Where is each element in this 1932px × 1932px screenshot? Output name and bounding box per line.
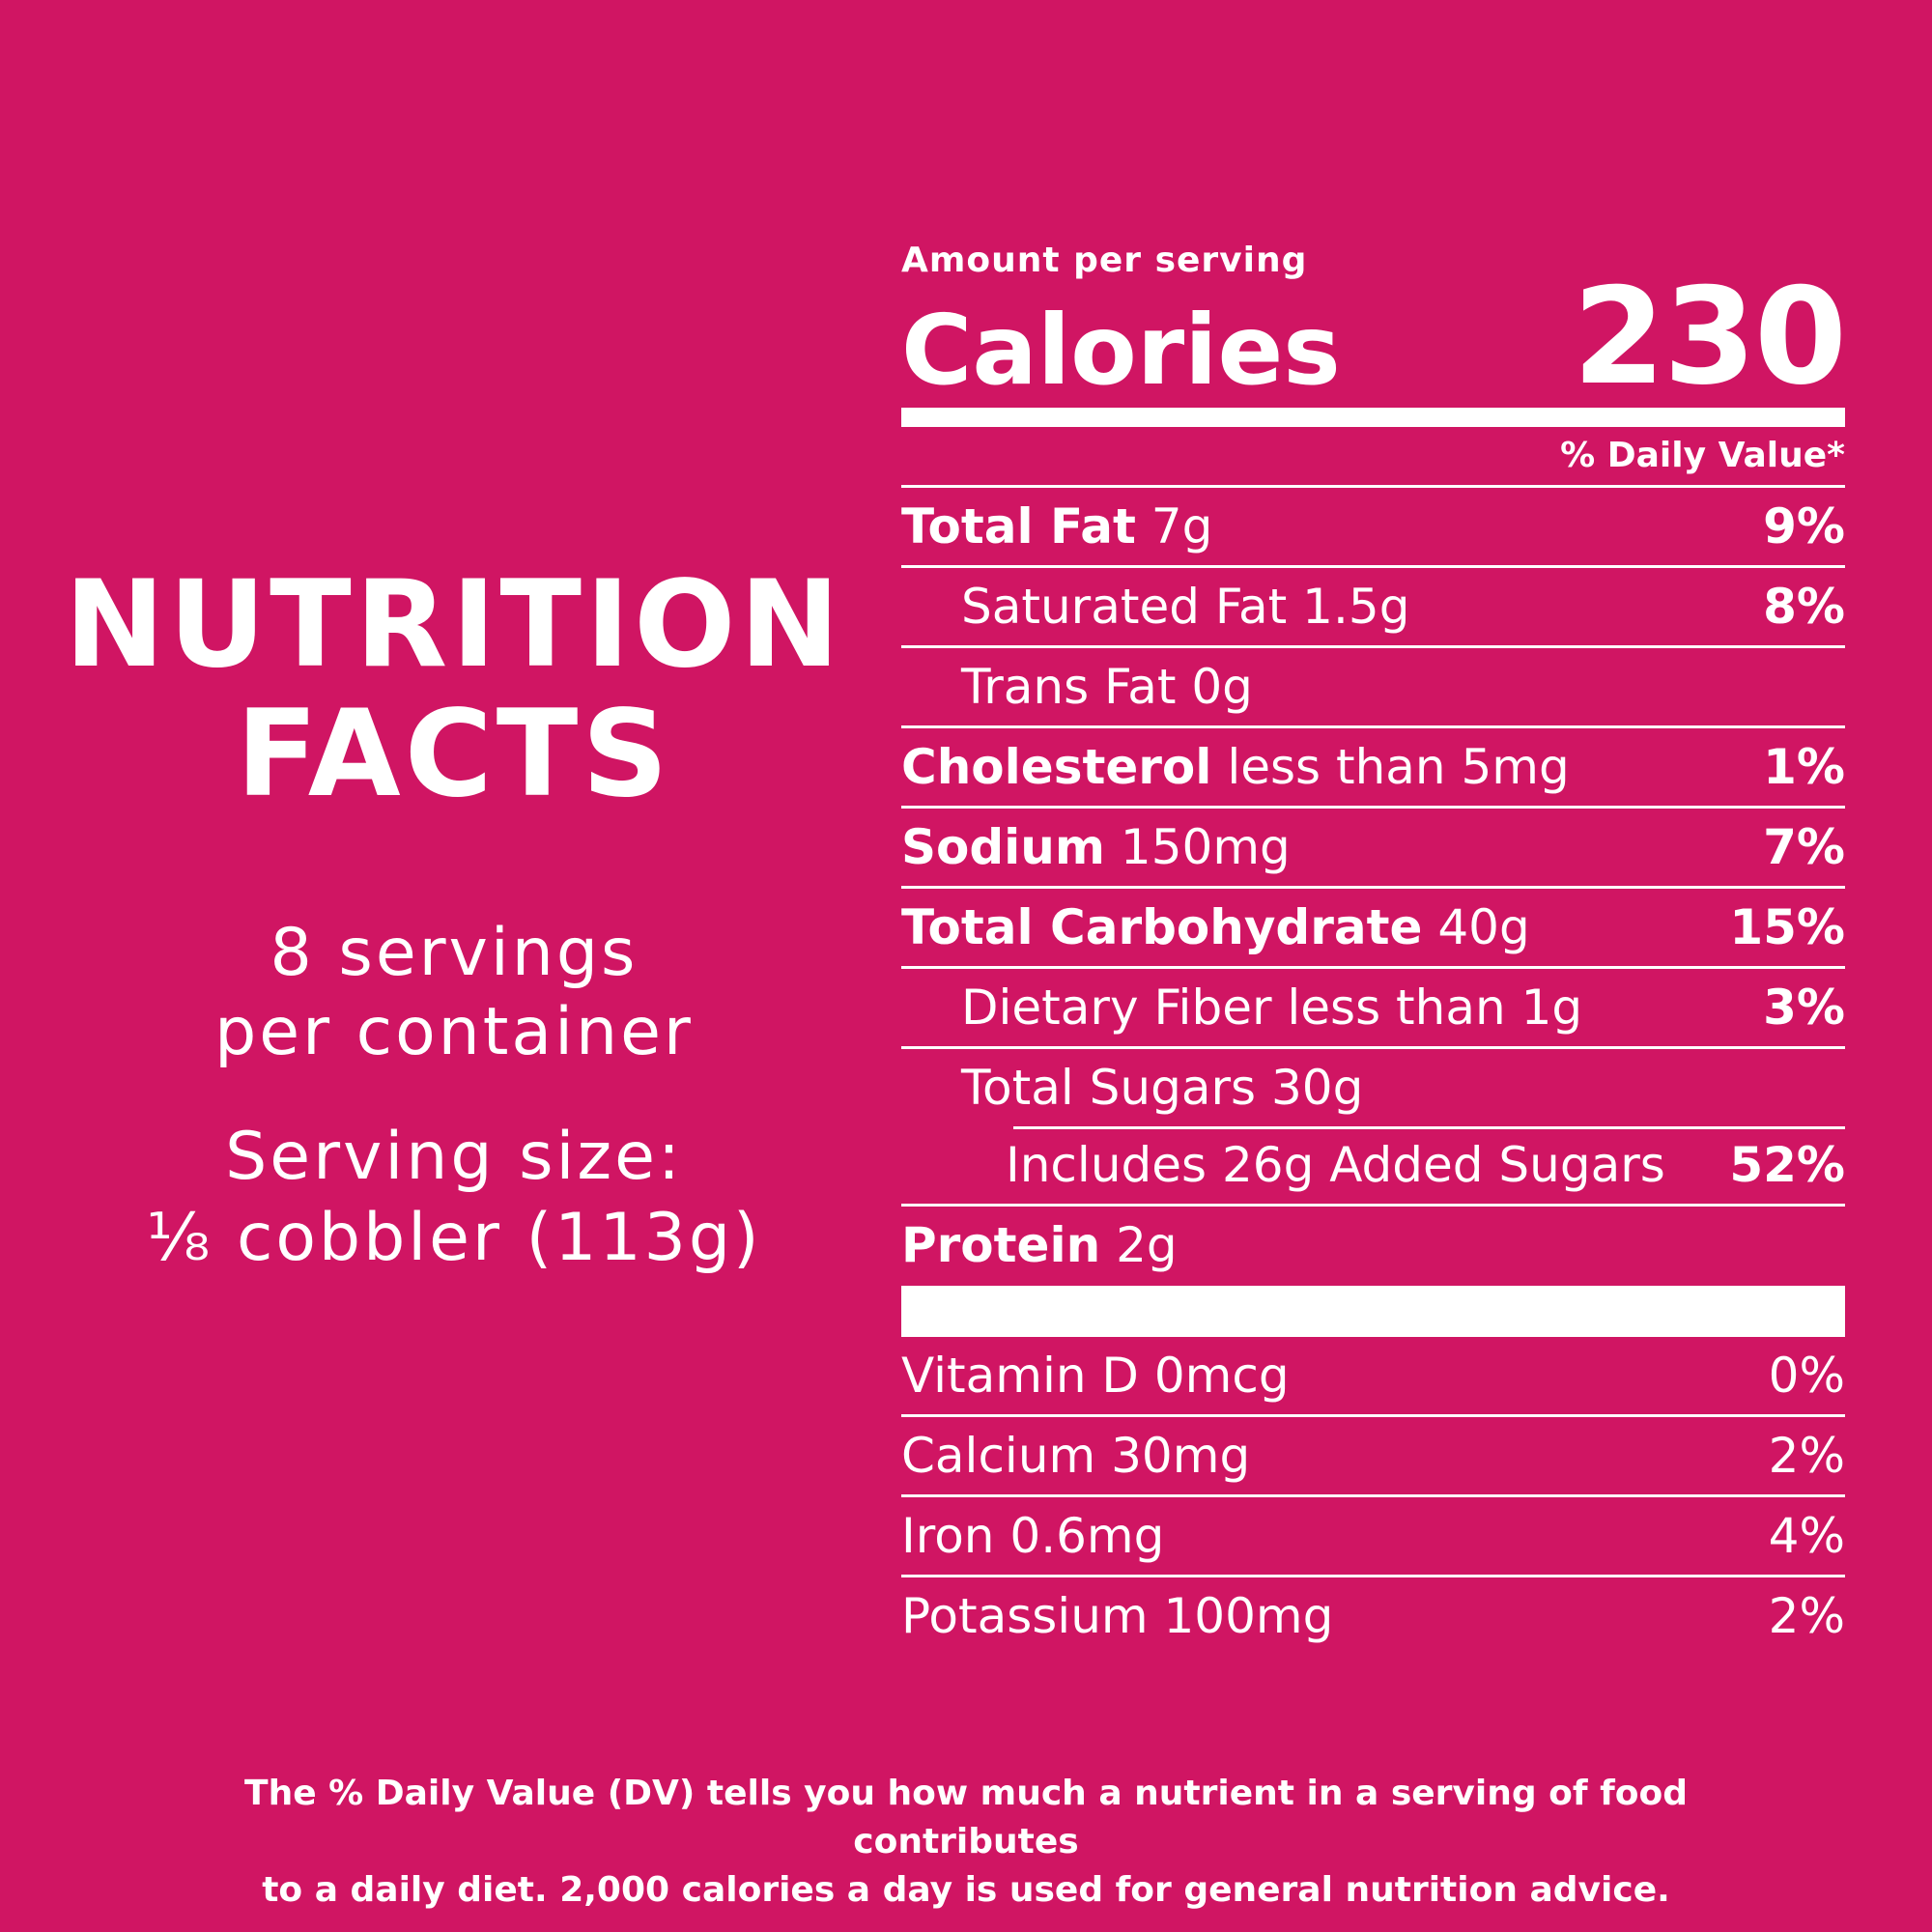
serving-size: Serving size: ⅛ cobbler (113g) bbox=[58, 1117, 850, 1279]
calories-label: Calories bbox=[901, 294, 1341, 407]
title-panel: NUTRITION FACTS 8 servings per container… bbox=[58, 560, 850, 1279]
nutrient-amount: 7g bbox=[1151, 498, 1213, 554]
nutrient-name: Protein bbox=[901, 1217, 1101, 1273]
nutrient-dv: 8% bbox=[1763, 579, 1845, 635]
nutrient-name: Includes 26g Added Sugars bbox=[1006, 1137, 1665, 1193]
nutrient-name: Total Sugars 30g bbox=[961, 1060, 1364, 1116]
nutrient-name: Trans Fat 0g bbox=[961, 659, 1253, 715]
serving-size-line-2: ⅛ cobbler (113g) bbox=[146, 1200, 762, 1276]
vitamins-divider bbox=[901, 1286, 1845, 1337]
vitamin-dv: 2% bbox=[1768, 1588, 1845, 1644]
nutrient-row-sodium: Sodium 150mg 7% bbox=[901, 806, 1845, 886]
vitamin-name: Vitamin D 0mcg bbox=[901, 1348, 1290, 1404]
nutrient-name: Cholesterol bbox=[901, 739, 1212, 795]
nutrient-dv: 52% bbox=[1729, 1137, 1845, 1193]
vitamin-dv: 4% bbox=[1768, 1508, 1845, 1564]
heading-line-1: NUTRITION bbox=[64, 555, 844, 695]
servings-line-1: 8 servings bbox=[270, 915, 639, 991]
nutrient-dv: 15% bbox=[1729, 899, 1845, 955]
nutrient-name: Total Carbohydrate bbox=[901, 899, 1423, 955]
nutrient-amount: 2g bbox=[1116, 1217, 1178, 1273]
vitamin-row-vitamin-d: Vitamin D 0mcg 0% bbox=[901, 1337, 1845, 1414]
footnote-line-2: to a daily diet. 2,000 calories a day is… bbox=[262, 1870, 1670, 1910]
nutrient-dv: 1% bbox=[1763, 739, 1845, 795]
nutrient-amount: 40g bbox=[1437, 899, 1530, 955]
nutrient-amount: less than 5mg bbox=[1227, 739, 1570, 795]
nutrient-dv: 3% bbox=[1763, 980, 1845, 1036]
vitamin-dv: 2% bbox=[1768, 1428, 1845, 1484]
nutrient-dv: 9% bbox=[1763, 498, 1845, 554]
nutrient-row-trans-fat: Trans Fat 0g bbox=[901, 645, 1845, 725]
nutrient-name: Dietary Fiber less than 1g bbox=[961, 980, 1583, 1036]
footnote-line-1: The % Daily Value (DV) tells you how muc… bbox=[244, 1774, 1688, 1861]
servings-per-container: 8 servings per container bbox=[58, 914, 850, 1072]
vitamin-name: Calcium 30mg bbox=[901, 1428, 1251, 1484]
nutrition-facts-heading: NUTRITION FACTS bbox=[58, 560, 850, 819]
vitamin-row-iron: Iron 0.6mg 4% bbox=[901, 1494, 1845, 1575]
servings-line-2: per container bbox=[214, 994, 694, 1070]
nutrient-name: Sodium bbox=[901, 819, 1105, 875]
nutrition-label: Amount per serving Calories 230 % Daily … bbox=[901, 240, 1847, 1655]
nutrient-row-total-fat: Total Fat 7g 9% bbox=[901, 485, 1845, 565]
amount-per-serving: Amount per serving bbox=[901, 241, 1308, 280]
vitamin-dv: 0% bbox=[1768, 1348, 1845, 1404]
vitamin-name: Potassium 100mg bbox=[901, 1588, 1334, 1644]
calories-row: Calories 230 bbox=[901, 270, 1847, 407]
calories-divider bbox=[901, 408, 1845, 427]
nutrient-name: Total Fat bbox=[901, 498, 1136, 554]
nutrient-row-cholesterol: Cholesterol less than 5mg 1% bbox=[901, 725, 1845, 806]
nutrient-row-added-sugars: Includes 26g Added Sugars 52% bbox=[901, 1126, 1845, 1204]
calories-value: 230 bbox=[1572, 259, 1847, 414]
vitamin-row-calcium: Calcium 30mg 2% bbox=[901, 1414, 1845, 1494]
nutrient-name: Saturated Fat 1.5g bbox=[961, 579, 1410, 635]
daily-value-header: % Daily Value* bbox=[1560, 436, 1845, 475]
daily-value-footnote: The % Daily Value (DV) tells you how muc… bbox=[193, 1770, 1739, 1915]
nutrient-row-saturated-fat: Saturated Fat 1.5g 8% bbox=[901, 565, 1845, 645]
nutrient-amount: 150mg bbox=[1120, 819, 1291, 875]
nutrient-dv: 7% bbox=[1763, 819, 1845, 875]
nutrient-row-dietary-fiber: Dietary Fiber less than 1g 3% bbox=[901, 966, 1845, 1046]
heading-line-2: FACTS bbox=[236, 685, 672, 824]
serving-size-line-1: Serving size: bbox=[225, 1119, 683, 1195]
nutrient-row-protein: Protein 2g bbox=[901, 1204, 1845, 1284]
nutrient-row-total-sugars: Total Sugars 30g bbox=[901, 1046, 1845, 1126]
nutrient-row-total-carbohydrate: Total Carbohydrate 40g 15% bbox=[901, 886, 1845, 966]
vitamin-row-potassium: Potassium 100mg 2% bbox=[901, 1575, 1845, 1655]
vitamin-name: Iron 0.6mg bbox=[901, 1508, 1165, 1564]
